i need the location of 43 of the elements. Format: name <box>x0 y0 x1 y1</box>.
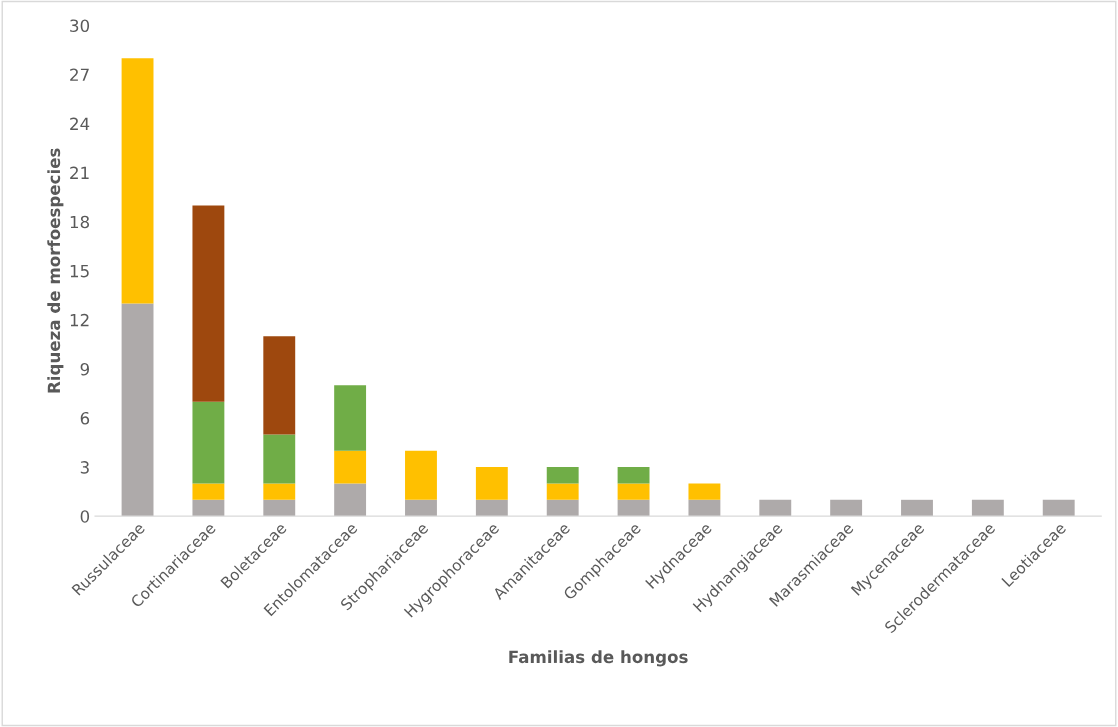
bar <box>192 499 225 517</box>
bar <box>546 499 579 517</box>
bar <box>475 499 508 517</box>
y-tick-label: 9 <box>80 362 89 376</box>
bar <box>688 499 721 517</box>
y-tick-label: 21 <box>70 166 89 179</box>
y-tick-label: 6 <box>80 411 90 425</box>
bar <box>617 483 650 500</box>
bar <box>334 450 367 484</box>
y-axis-title: Riqueza de morfoespecies <box>47 148 64 393</box>
bar <box>405 499 437 517</box>
y-tick-label: 24 <box>70 117 90 130</box>
bar <box>1042 499 1075 517</box>
y-tick-label: 3 <box>80 461 89 474</box>
y-tick-label: 12 <box>70 313 89 327</box>
y-tick-label: 15 <box>70 264 89 278</box>
bar <box>192 401 225 484</box>
y-tick-label: 27 <box>70 68 89 81</box>
bar <box>121 303 154 517</box>
bar <box>901 499 933 517</box>
bar <box>546 467 579 484</box>
bar <box>263 499 296 517</box>
bar <box>759 499 792 517</box>
bar <box>405 450 437 500</box>
x-axis-title: Familias de hongos <box>509 650 688 667</box>
bar <box>334 385 367 451</box>
bar <box>334 483 367 517</box>
bar <box>475 467 508 500</box>
y-tick-label: 30 <box>70 19 90 33</box>
bar <box>263 483 296 500</box>
bar <box>617 499 650 517</box>
bar <box>617 467 650 484</box>
bar <box>830 499 863 517</box>
y-tick-label: 18 <box>70 215 90 229</box>
bar <box>192 205 225 402</box>
bar <box>688 483 721 500</box>
bar <box>263 336 296 435</box>
y-tick-label: 0 <box>80 510 90 523</box>
bar <box>192 483 225 500</box>
bar <box>121 58 154 304</box>
bar <box>546 483 579 500</box>
bar <box>971 499 1004 517</box>
bar <box>263 434 296 484</box>
